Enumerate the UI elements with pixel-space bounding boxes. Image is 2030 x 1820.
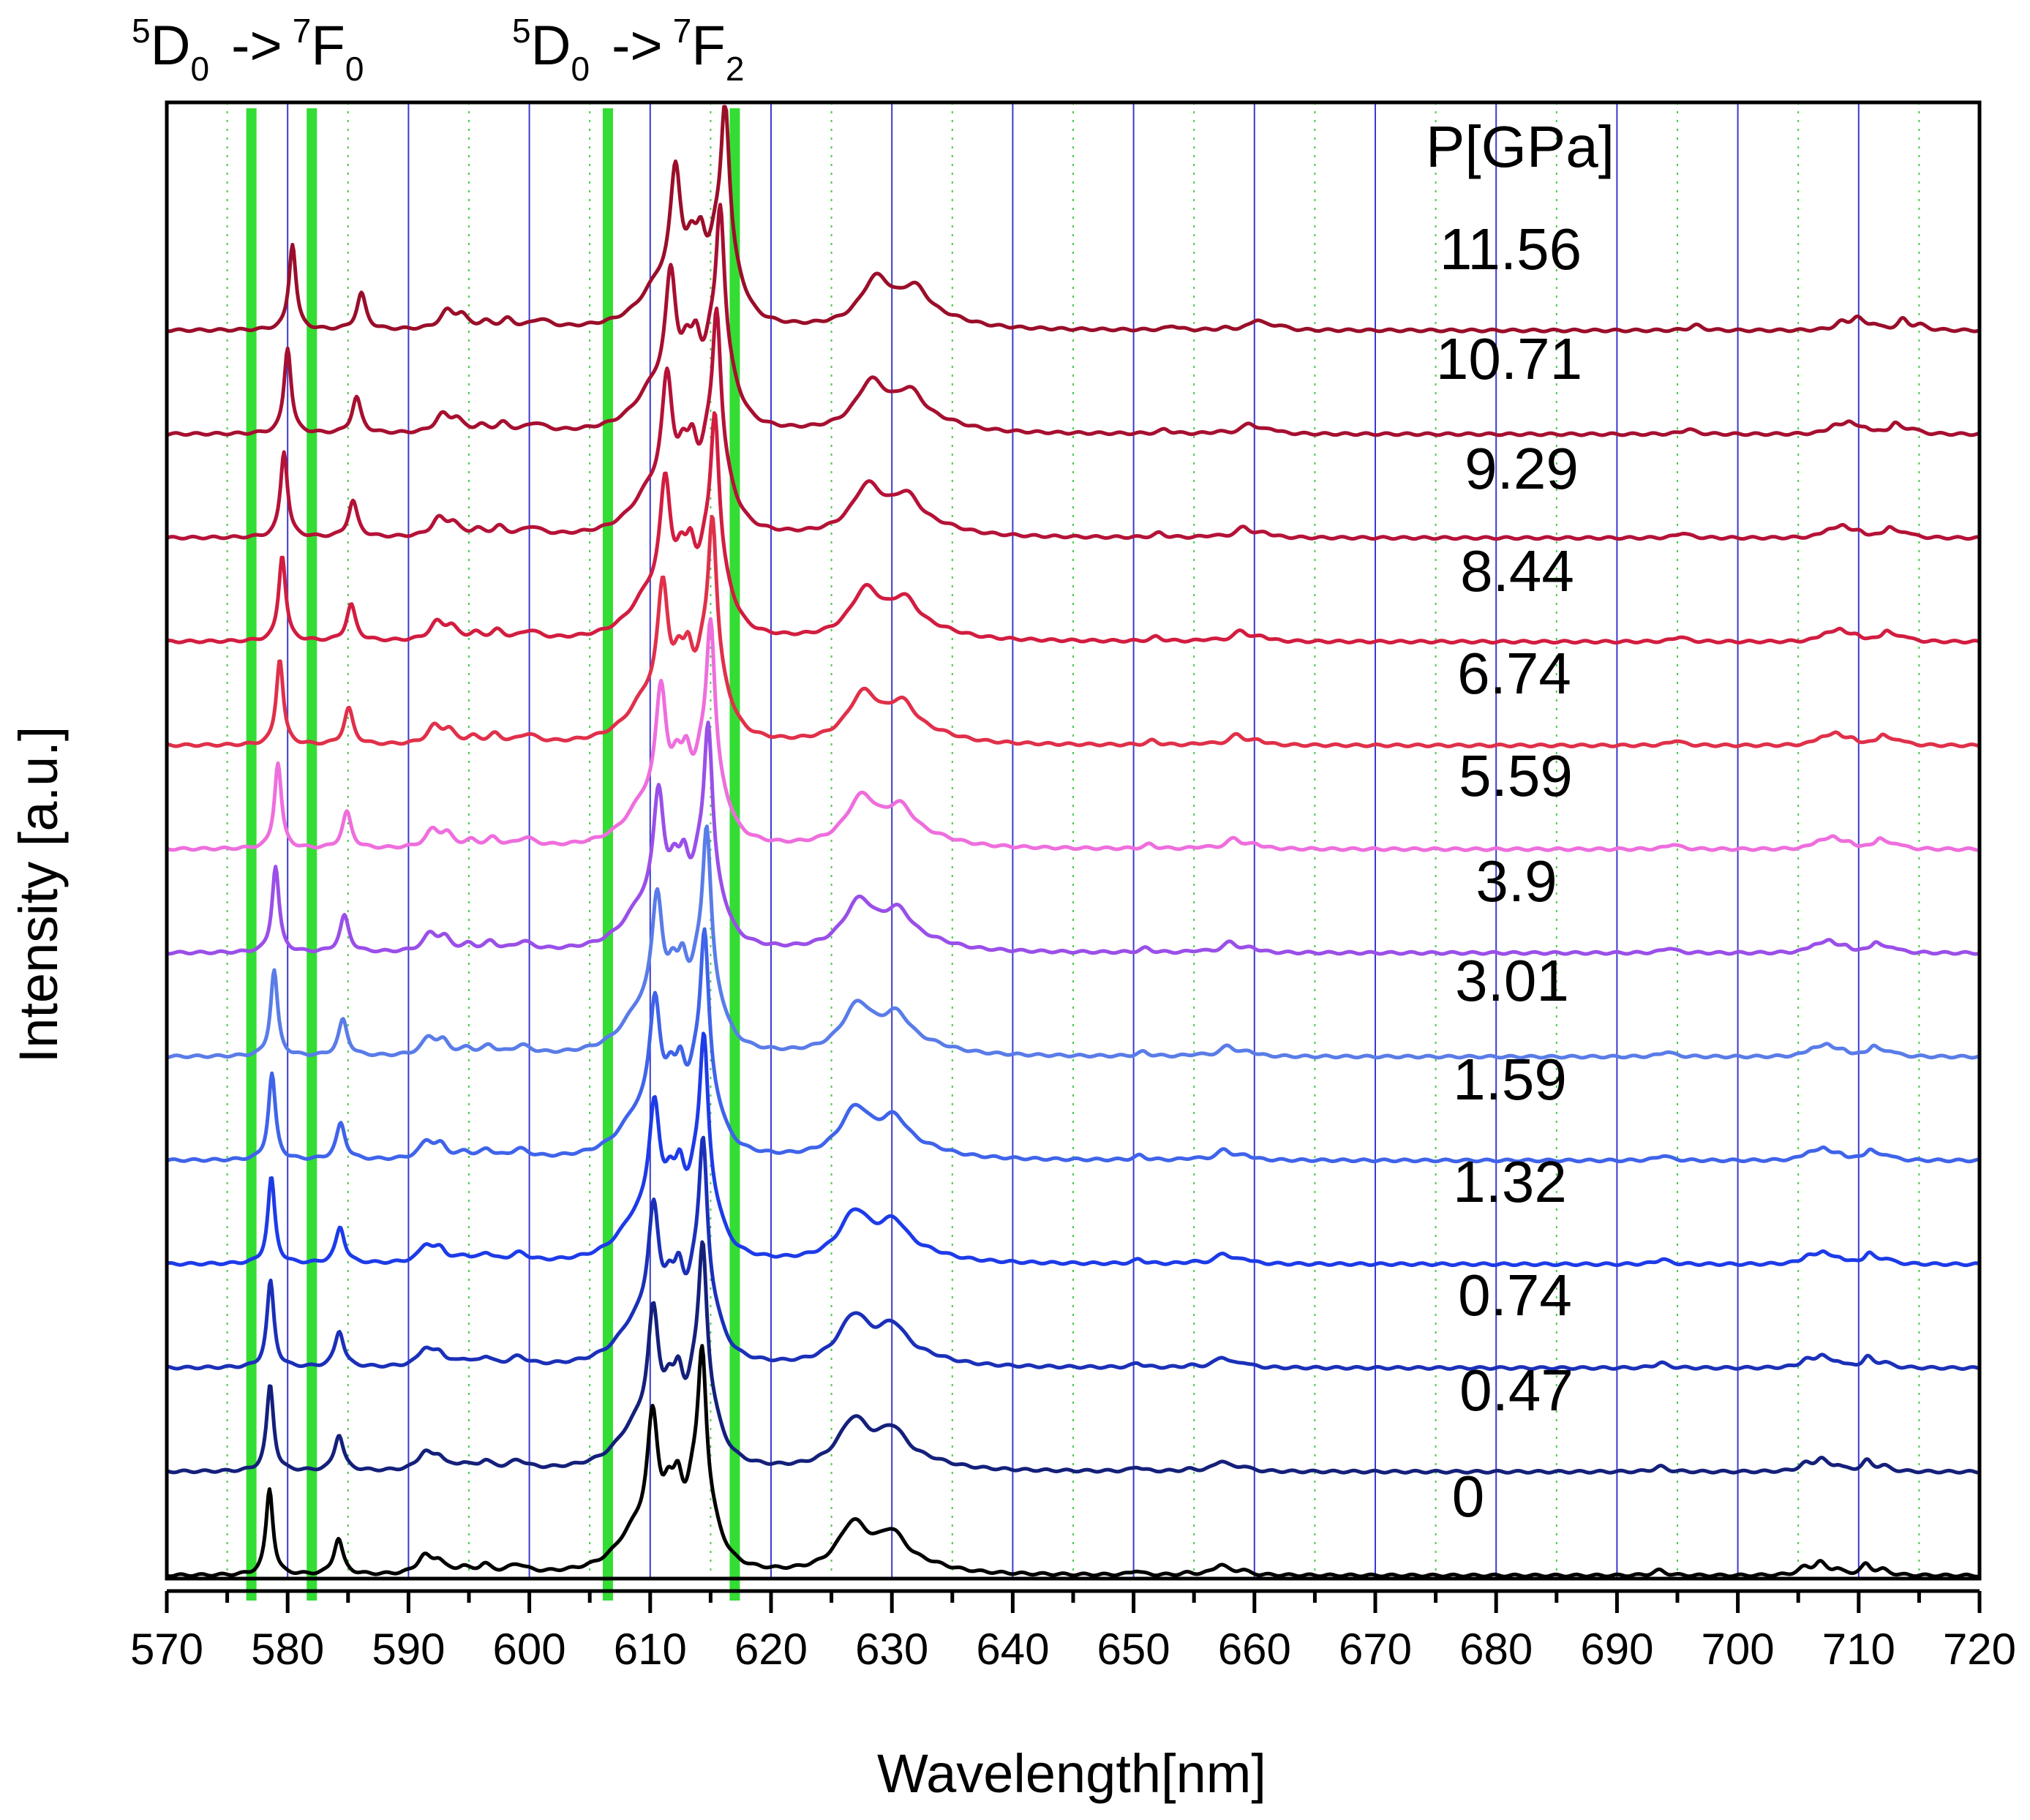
- pressure-labels: 11.56 10.71 9.29 8.44 6.74 5.59 3.9 3.01 1.59 1.3…: [1436, 217, 1582, 1529]
- x-tick-label: 630: [855, 1625, 928, 1674]
- x-axis-title: Wavelength[nm]: [877, 1743, 1266, 1804]
- pressure-label: 0: [1452, 1464, 1485, 1529]
- pressure-label: 0.47: [1459, 1358, 1574, 1423]
- x-tick-label: 580: [251, 1625, 324, 1674]
- series-line-3-01: [166, 824, 1980, 1060]
- pressure-label: 11.56: [1440, 217, 1582, 282]
- pressure-label: 6.74: [1457, 641, 1571, 706]
- x-tick-label: 610: [614, 1625, 687, 1674]
- series-line-10-71: [166, 203, 1980, 437]
- pressure-label: 1.32: [1453, 1149, 1567, 1214]
- transition-marker-lines: [246, 108, 740, 1601]
- x-axis-ticks: 570 580 590 600 610 620 630 640 650 660 670 680 690 7…: [130, 1591, 2016, 1674]
- x-tick-label: 680: [1459, 1625, 1533, 1674]
- x-tick-label: 700: [1702, 1625, 1775, 1674]
- series-line-8-44: [166, 411, 1980, 645]
- pressure-label: 1.59: [1453, 1047, 1567, 1112]
- pressure-label: 0.74: [1458, 1263, 1572, 1328]
- legend-title: P[GPa]: [1426, 114, 1614, 179]
- x-tick-label: 600: [493, 1625, 566, 1674]
- pressure-label: 5.59: [1459, 743, 1573, 808]
- x-tick-label: 670: [1339, 1625, 1412, 1674]
- band-label-7f2: 5D0 -> 7F2: [512, 12, 744, 88]
- series-line-11-56: [166, 105, 1980, 334]
- series-line-1-32: [166, 1031, 1980, 1268]
- x-tick-label: 660: [1218, 1625, 1291, 1674]
- pressure-label: 9.29: [1465, 436, 1579, 501]
- x-tick-label: 690: [1580, 1625, 1653, 1674]
- series-line-0: [166, 1344, 1980, 1579]
- x-tick-label: 570: [130, 1625, 203, 1674]
- series-line-0-74: [166, 1135, 1980, 1371]
- pressure-label: 8.44: [1460, 538, 1574, 603]
- series-line-9-29: [166, 307, 1980, 541]
- plot-frame: [165, 100, 1982, 1581]
- pressure-label: 10.71: [1436, 326, 1582, 391]
- x-tick-label: 720: [1943, 1625, 2016, 1674]
- band-label-7f0: 5D0 -> 7F0: [132, 12, 364, 88]
- pressure-label: 3.01: [1455, 948, 1569, 1013]
- x-tick-label: 710: [1822, 1625, 1895, 1674]
- pressure-label: 3.9: [1475, 849, 1557, 914]
- series-line-3-9: [166, 721, 1980, 956]
- y-axis-title: Intensity [a.u.]: [8, 726, 69, 1064]
- series-line-5-59: [166, 617, 1980, 852]
- series-line-6-74: [166, 514, 1980, 748]
- x-tick-label: 620: [734, 1625, 808, 1674]
- spectrum-series: [166, 105, 1980, 1579]
- series-line-0-47: [166, 1240, 1980, 1475]
- series-line-1-59: [166, 927, 1980, 1164]
- x-tick-label: 650: [1097, 1625, 1170, 1674]
- x-tick-label: 590: [372, 1625, 445, 1674]
- x-tick-label: 640: [976, 1625, 1049, 1674]
